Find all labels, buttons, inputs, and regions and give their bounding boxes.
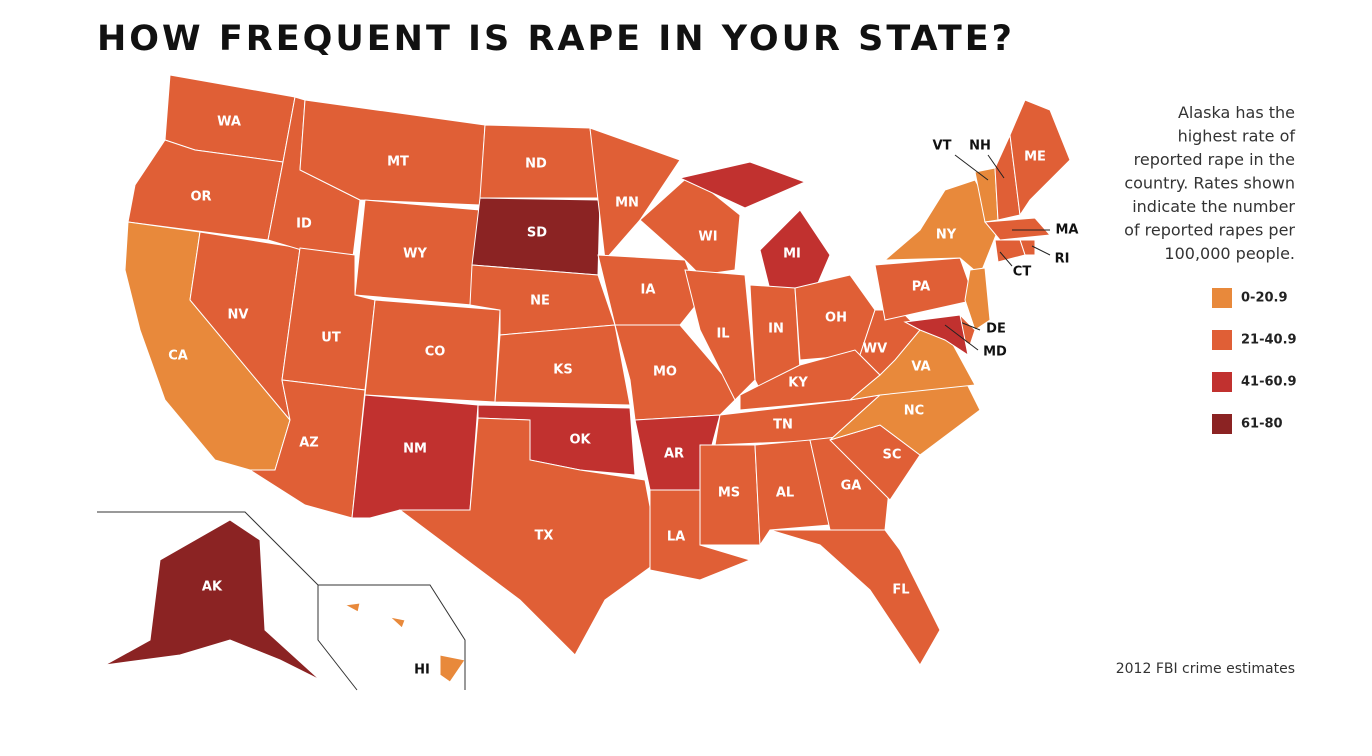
state	[639, 174, 741, 276]
state-label: ID	[296, 217, 312, 232]
state-label: MS	[718, 486, 740, 501]
state	[1009, 99, 1071, 217]
state-label: OH	[825, 311, 847, 326]
state-label: GA	[841, 479, 862, 494]
leader-line	[944, 324, 979, 351]
legend-swatch	[1212, 372, 1232, 392]
state-label: RI	[1055, 252, 1070, 267]
state-label: TX	[535, 529, 554, 544]
state-label: NH	[969, 139, 991, 154]
state	[678, 161, 807, 209]
state	[439, 654, 466, 683]
state-label: KS	[553, 363, 572, 378]
state-label: WA	[217, 115, 241, 130]
state-label: CT	[1013, 265, 1032, 280]
legend-swatch	[1212, 414, 1232, 434]
state-label: ME	[1024, 150, 1046, 165]
inset-frame	[97, 511, 466, 690]
state-label: LA	[667, 530, 685, 545]
state	[343, 602, 361, 613]
state-label: WI	[698, 230, 717, 245]
note-line: 100,000 people.	[1164, 244, 1295, 263]
state-label: AR	[664, 447, 684, 462]
state-label: NY	[936, 228, 957, 243]
state-label: IL	[716, 327, 729, 342]
state	[398, 417, 661, 656]
state	[589, 127, 681, 262]
state	[494, 324, 631, 406]
state	[754, 439, 831, 547]
inset-frame	[317, 585, 358, 691]
state	[299, 99, 486, 206]
state-label: CO	[425, 345, 446, 360]
legend-label: 61-80	[1241, 417, 1283, 432]
state-label: NV	[228, 308, 249, 323]
state	[351, 394, 479, 519]
state	[769, 529, 941, 666]
state-label: OR	[190, 190, 211, 205]
state-label: IA	[641, 283, 656, 298]
state-label: UT	[321, 331, 341, 346]
state	[903, 314, 969, 357]
state-label: NC	[904, 404, 924, 419]
state-label: MD	[983, 345, 1007, 360]
state-label: AZ	[299, 436, 319, 451]
state	[684, 269, 756, 401]
state-label: PA	[912, 280, 930, 295]
state	[983, 217, 1052, 241]
state	[759, 209, 831, 291]
state	[388, 616, 406, 629]
legend: 0-20.9 21-40.9 41-60.9 61-80	[1212, 288, 1297, 434]
note-line: country. Rates shown	[1124, 174, 1295, 193]
legend-label: 21-40.9	[1241, 333, 1297, 348]
state-label: SC	[883, 448, 902, 463]
legend-label: 41-60.9	[1241, 375, 1297, 390]
note-line: reported rape in the	[1134, 150, 1295, 169]
state-label: MI	[783, 247, 801, 262]
leader-line	[987, 154, 1005, 179]
state-label: CA	[168, 349, 188, 364]
state-label: MT	[387, 155, 409, 170]
state	[597, 254, 701, 326]
state-label: IN	[768, 322, 784, 337]
state-label: DE	[986, 322, 1006, 337]
state-label: VA	[911, 360, 930, 375]
leader-line	[999, 251, 1013, 267]
source: 2012 FBI crime estimates	[1116, 661, 1295, 677]
state-label: MA	[1056, 223, 1079, 238]
note: Alaska has the highest rate of reported ra…	[1124, 103, 1295, 263]
note-line: highest rate of	[1178, 127, 1296, 146]
legend-swatch	[1212, 288, 1232, 308]
note-line: Alaska has the	[1178, 103, 1295, 122]
state	[964, 267, 991, 331]
state-label: OK	[569, 433, 591, 448]
title: HOW FREQUENT IS RAPE IN YOUR STATE?	[97, 19, 1015, 59]
legend-label: 0-20.9	[1241, 291, 1288, 306]
state-label: FL	[892, 583, 909, 598]
state-label: MO	[653, 365, 677, 380]
state-label: WV	[863, 342, 887, 357]
state-label: NE	[530, 294, 550, 309]
state-label: AL	[776, 486, 794, 501]
note-line: of reported rapes per	[1124, 221, 1295, 240]
state-label: VT	[933, 139, 952, 154]
us-map: WA OR CA NV ID MT WY UT AZ CO NM ND SD NE KS OK TX MN IA MO…	[104, 74, 1079, 683]
state	[104, 519, 321, 681]
state-label: HI	[414, 663, 430, 678]
leader-line	[1031, 245, 1051, 256]
state-label: WY	[403, 247, 427, 262]
state-label: AK	[202, 580, 223, 595]
state-label: SD	[527, 226, 547, 241]
state-label: ND	[525, 157, 547, 172]
state-label: NJ	[992, 290, 1008, 305]
state-label: MN	[615, 196, 639, 211]
state-label: KY	[788, 376, 808, 391]
note-line: indicate the number	[1132, 197, 1295, 216]
state-label: NM	[403, 442, 427, 457]
legend-swatch	[1212, 330, 1232, 350]
state-label: TN	[773, 418, 793, 433]
leader-line	[954, 154, 989, 181]
state	[994, 239, 1026, 263]
